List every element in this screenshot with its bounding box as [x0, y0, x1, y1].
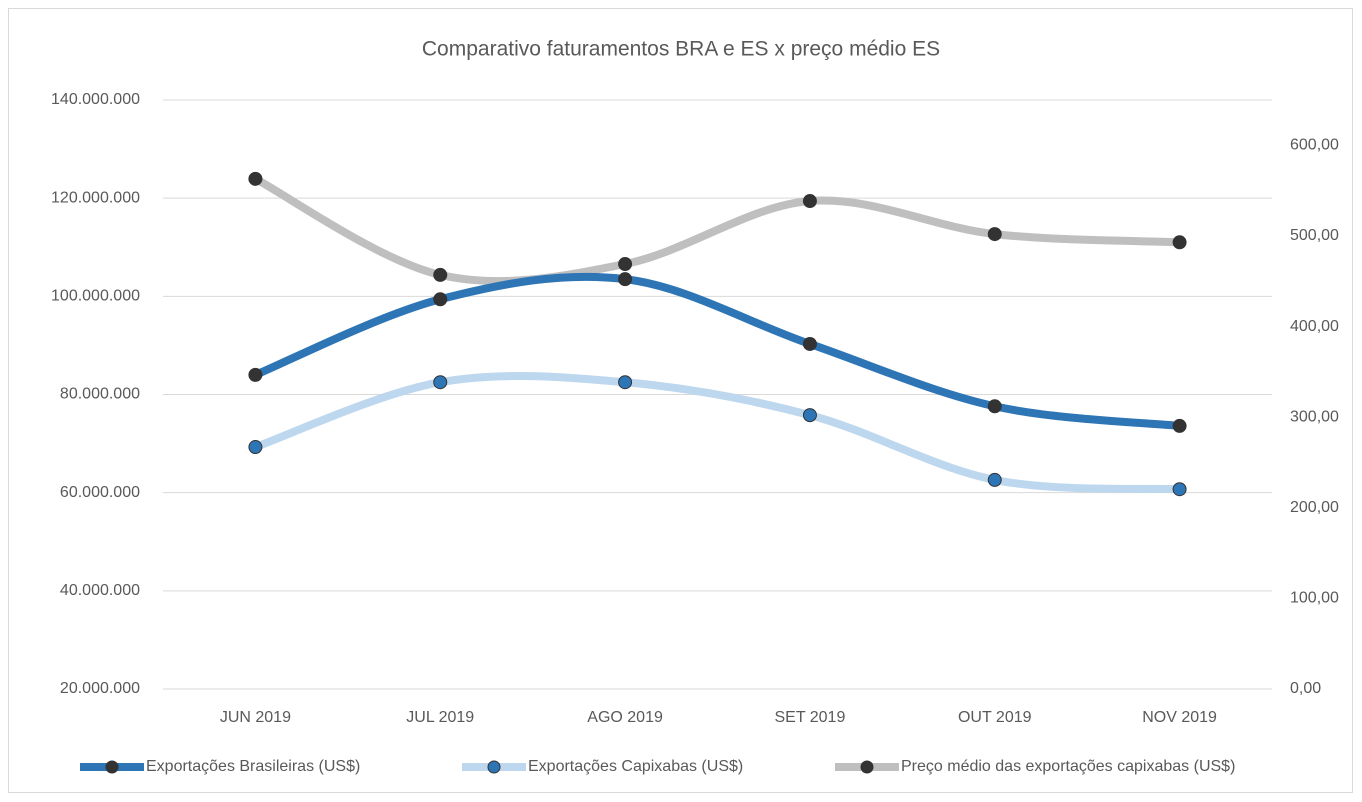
point [433, 267, 448, 282]
y2-tick-label: 400,00 [1290, 318, 1339, 335]
point [1172, 235, 1187, 250]
chart-title: Comparativo faturamentos BRA e ES x preç… [422, 38, 940, 61]
x-tick-label: JUN 2019 [220, 709, 291, 726]
y-tick-label: 140.000.000 [51, 91, 140, 108]
x-tick-label: OUT 2019 [958, 709, 1032, 726]
y-tick-label: 20.000.000 [60, 680, 140, 697]
legend-marker [860, 760, 874, 774]
series-line [251, 174, 1184, 286]
y2-tick-label: 0,00 [1290, 680, 1321, 697]
legend-label: Preço médio das exportações capixabas (U… [901, 758, 1235, 775]
point [248, 440, 263, 455]
point [248, 367, 263, 382]
y-tick-label: 60.000.000 [60, 484, 140, 501]
chart-border [8, 8, 1353, 793]
point [802, 408, 817, 423]
y-tick-label: 120.000.000 [51, 189, 140, 206]
y2-tick-label: 500,00 [1290, 227, 1339, 244]
point [1172, 482, 1187, 497]
point [618, 272, 633, 287]
y2-tick-label: 200,00 [1290, 499, 1339, 516]
y-tick-label: 40.000.000 [60, 582, 140, 599]
point [802, 336, 817, 351]
legend-marker [487, 760, 501, 774]
legend-label: Exportações Brasileiras (US$) [146, 758, 360, 775]
point [987, 472, 1002, 487]
point [618, 257, 633, 272]
x-tick-label: JUL 2019 [406, 709, 474, 726]
point [987, 399, 1002, 414]
legend-marker [105, 760, 119, 774]
x-tick-label: AGO 2019 [587, 709, 663, 726]
point [987, 227, 1002, 242]
legend-label: Exportações Capixabas (US$) [528, 758, 743, 775]
series-line [251, 272, 1184, 430]
point [433, 292, 448, 307]
y2-tick-label: 600,00 [1290, 137, 1339, 154]
y-tick-label: 80.000.000 [60, 386, 140, 403]
point [433, 375, 448, 390]
point [618, 375, 633, 390]
point [1172, 418, 1187, 433]
x-tick-label: NOV 2019 [1142, 709, 1217, 726]
series-line [251, 371, 1184, 494]
y-tick-label: 100.000.000 [51, 288, 140, 305]
point [802, 194, 817, 209]
x-tick-label: SET 2019 [774, 709, 845, 726]
point [248, 171, 263, 186]
y2-tick-label: 300,00 [1290, 408, 1339, 425]
y2-tick-label: 100,00 [1290, 590, 1339, 607]
